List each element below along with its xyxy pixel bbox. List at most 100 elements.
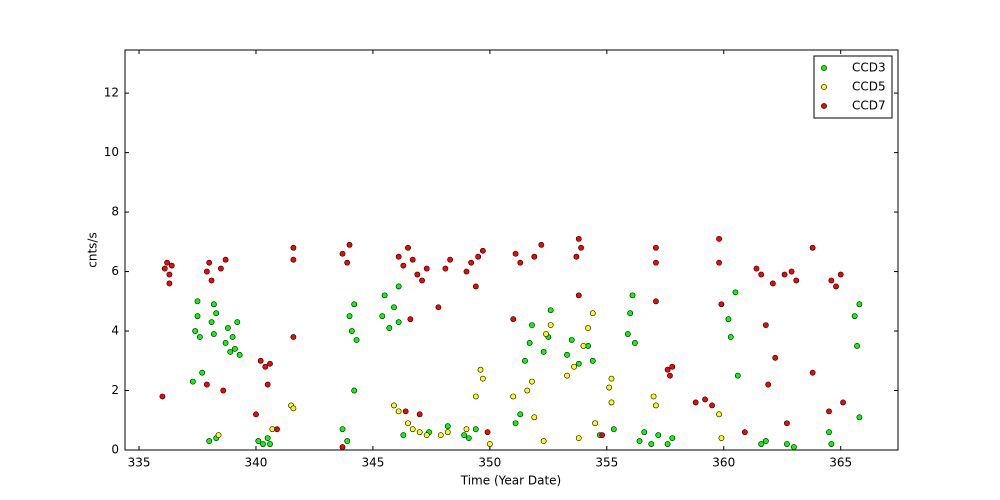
point [477,366,484,373]
point [529,378,535,385]
point [267,441,273,447]
point [213,310,220,317]
point [166,271,173,278]
point [444,423,451,430]
point [339,426,346,433]
point [765,381,772,388]
point [716,411,722,418]
point [351,301,358,308]
point [828,441,835,447]
point [472,393,479,400]
point [580,343,587,349]
point [653,244,659,251]
point [353,337,360,343]
point [636,438,643,444]
point [631,340,638,346]
legend-marker [821,103,827,109]
point [447,256,454,263]
point [192,328,199,334]
point [395,253,402,260]
x-axis-label: Time (Year Date) [460,474,561,488]
point [409,426,416,433]
point [734,372,741,379]
point [339,250,346,257]
y-tick-label: 10 [104,145,119,159]
point [784,441,790,447]
point [758,271,765,278]
point [641,429,648,436]
point [161,265,168,272]
point [585,325,591,331]
point [769,280,776,287]
point [400,262,407,269]
point [826,408,832,415]
point [538,241,545,248]
point [664,366,671,373]
point [653,402,659,409]
point [772,354,779,361]
point [784,420,790,427]
point [264,381,271,388]
legend-label: CCD3 [852,61,886,75]
point [653,298,659,305]
point [578,244,584,251]
point [610,426,617,433]
point [257,357,264,364]
point [290,334,297,340]
point [344,259,351,266]
point [414,271,421,278]
x-tick-label: 360 [712,456,735,470]
point [856,301,863,308]
point [290,405,297,412]
legend-label: CCD5 [852,80,886,94]
point [203,268,210,275]
point [461,432,468,439]
point [510,316,517,323]
point [260,441,266,447]
point [419,277,425,284]
point [669,363,676,370]
point [199,369,206,376]
point [236,351,243,358]
point [290,256,297,263]
point [589,310,596,317]
point [189,378,196,385]
point [206,259,213,266]
point [667,372,673,379]
point [208,277,215,284]
point [348,328,355,334]
point [573,253,580,260]
point [828,277,835,284]
point [255,438,262,444]
point [653,259,659,266]
point [262,363,269,370]
x-tick-label: 335 [128,456,151,470]
y-axis-label: cnts/s [86,232,100,267]
point [718,435,725,442]
point [809,369,816,376]
point [381,292,388,299]
legend-box [813,55,893,119]
point [840,399,846,406]
y-tick-label: 8 [111,205,119,219]
point [727,334,734,340]
y-tick-label: 6 [111,264,119,278]
point [168,262,175,269]
point [465,435,472,442]
point [524,387,531,394]
point [391,402,397,409]
point [196,334,203,340]
point [159,393,166,400]
point [166,280,173,287]
point [522,357,528,364]
point [463,426,470,433]
point [540,438,547,444]
point [409,256,416,263]
point [416,411,423,418]
point [753,265,760,272]
point [575,360,582,367]
point [346,313,353,320]
point [222,256,229,263]
point [435,304,442,311]
point [725,316,732,323]
